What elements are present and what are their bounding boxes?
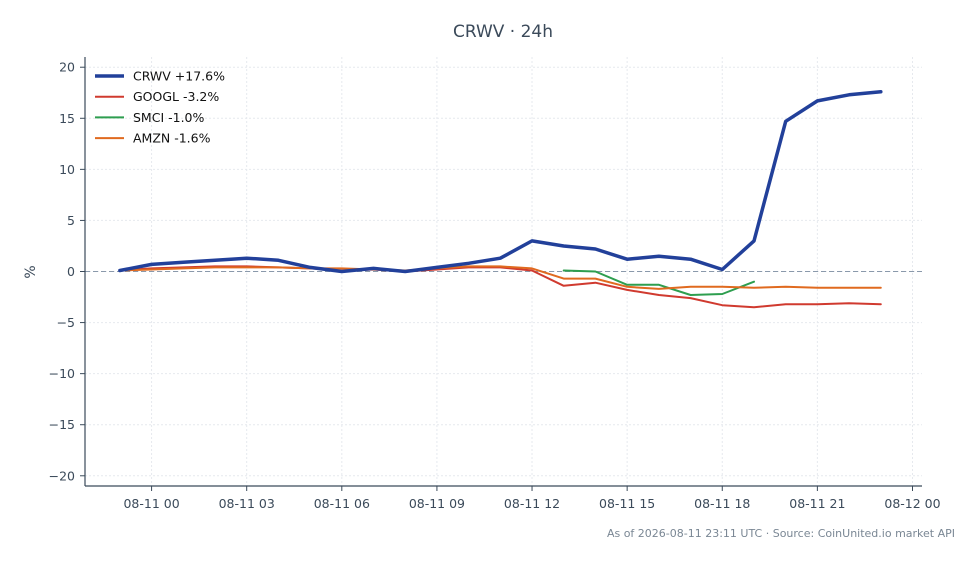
- y-tick-label: −15: [49, 417, 75, 432]
- series-line-0: [118, 89, 883, 274]
- x-tick-label: 08-12 00: [884, 496, 940, 511]
- x-tick-label: 08-11 15: [599, 496, 655, 511]
- grid: [85, 57, 922, 486]
- x-tick-label: 08-11 06: [314, 496, 370, 511]
- legend: CRWV +17.6% GOOGL -3.2% SMCI -1.0% AMZN -1.…: [95, 69, 225, 146]
- legend-label-1: GOOGL -3.2%: [133, 89, 219, 104]
- chart-title: CRWV · 24h: [453, 22, 553, 42]
- x-tick-label: 08-11 03: [219, 496, 275, 511]
- y-tick-label: 20: [59, 60, 75, 75]
- x-axis-ticks: 08-11 00 08-11 03 08-11 06 08-11 09 08-11 12…: [123, 486, 941, 511]
- y-tick-label: 10: [59, 162, 75, 177]
- y-tick-label: −5: [57, 315, 75, 330]
- y-tick-label: 0: [67, 264, 75, 279]
- x-tick-label: 08-11 09: [409, 496, 465, 511]
- series-line-2: [562, 269, 755, 296]
- y-axis-label: %: [23, 265, 39, 278]
- series-lines: [118, 89, 883, 309]
- y-tick-label: 5: [67, 213, 75, 228]
- legend-label-3: AMZN -1.6%: [133, 131, 211, 146]
- x-tick-label: 08-11 21: [789, 496, 845, 511]
- legend-label-0: CRWV +17.6%: [133, 69, 225, 84]
- x-tick-label: 08-11 12: [504, 496, 560, 511]
- y-tick-label: −10: [49, 366, 75, 381]
- x-tick-label: 08-11 00: [123, 496, 179, 511]
- source-footer: As of 2026-08-11 23:11 UTC · Source: Coi…: [607, 527, 955, 540]
- x-tick-label: 08-11 18: [694, 496, 750, 511]
- legend-label-2: SMCI -1.0%: [133, 110, 204, 125]
- y-tick-label: 15: [59, 111, 75, 126]
- series-line-3: [118, 265, 882, 290]
- y-tick-label: −20: [49, 468, 75, 483]
- y-axis-ticks: 20 15 10 5 0 −5 −10 −15 −20: [49, 60, 85, 483]
